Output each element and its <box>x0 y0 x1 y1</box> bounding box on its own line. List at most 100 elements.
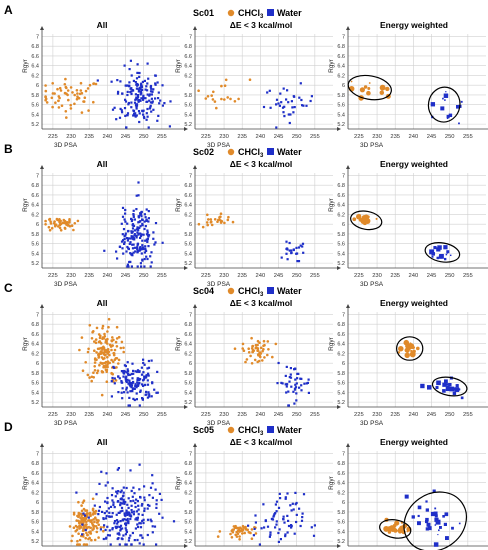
x-tick-label: 225 <box>201 134 211 140</box>
water-point <box>444 257 447 261</box>
water-point <box>138 90 141 93</box>
panel-all: All 7 6.8 6.6 6.4 6.2 6 5.8 5.6 5.4 5.2 225 230 235 24… <box>22 20 188 149</box>
water-point <box>138 71 141 75</box>
x-tick-label: 240 <box>256 134 266 140</box>
x-tick-label: 245 <box>274 412 284 418</box>
water-point <box>141 398 144 401</box>
water-point <box>144 216 147 219</box>
water-point <box>151 531 154 534</box>
chcl3-point <box>238 530 241 533</box>
x-tick-label: 245 <box>121 134 131 140</box>
chcl3-point <box>81 369 85 373</box>
x-axis-label: 3D PSA <box>207 281 231 288</box>
water-point <box>143 220 146 223</box>
water-point <box>123 218 126 221</box>
water-point <box>292 111 295 114</box>
chcl3-point <box>106 348 109 352</box>
chcl3-point <box>111 344 114 347</box>
row-letter: B <box>4 142 13 156</box>
water-point <box>443 245 448 250</box>
y-axis-label: Rgyr <box>328 197 335 212</box>
water-point <box>135 498 138 501</box>
water-point <box>118 525 121 529</box>
water-point <box>132 213 135 216</box>
water-point <box>458 522 461 525</box>
water-point <box>118 543 121 546</box>
x-axis-label: 3D PSA <box>54 142 78 149</box>
chcl3-point <box>263 356 266 359</box>
row-legend: Sc05 CHCl3 Water <box>193 425 302 437</box>
water-point <box>450 254 452 257</box>
x-axis-arrow <box>184 127 188 131</box>
water-point <box>132 114 135 117</box>
water-point <box>127 497 130 500</box>
chcl3-point <box>91 508 95 512</box>
water-point <box>135 510 139 513</box>
water-point <box>129 252 132 255</box>
water-point <box>129 500 132 503</box>
chcl3-point <box>250 362 254 365</box>
y-tick-label: 6.8 <box>184 183 192 189</box>
water-point <box>307 378 310 381</box>
water-point <box>149 101 152 104</box>
water-point <box>258 543 261 546</box>
chcl3-point <box>94 525 98 528</box>
water-point <box>95 493 98 496</box>
water-point <box>158 512 161 515</box>
water-point <box>108 515 111 518</box>
water-point <box>126 112 130 115</box>
water-point <box>137 181 140 184</box>
water-point <box>137 504 140 507</box>
water-point <box>275 103 278 106</box>
water-point <box>121 502 124 505</box>
chcl3-point <box>94 516 97 519</box>
water-point <box>105 510 108 513</box>
x-tick-label: 230 <box>372 412 382 418</box>
points <box>216 491 316 546</box>
chcl3-point <box>211 98 215 101</box>
water-point <box>285 247 288 250</box>
water-point <box>143 499 146 502</box>
chcl3-point <box>91 528 94 532</box>
water-point <box>105 514 108 518</box>
water-point <box>120 381 123 384</box>
y-tick-label: 6 <box>189 83 192 89</box>
y-tick-label: 6 <box>36 222 39 228</box>
water-point <box>123 237 126 241</box>
water-cluster-ellipse <box>424 242 461 263</box>
chcl3-point <box>241 532 244 535</box>
chcl3-point <box>223 84 227 87</box>
water-point <box>137 96 140 99</box>
water-point <box>301 245 304 248</box>
water-point <box>141 503 144 506</box>
water-point <box>129 237 132 240</box>
water-point <box>286 258 289 261</box>
row-name-label: Sc02 <box>193 147 214 157</box>
water-point <box>143 258 146 261</box>
panel-title: ΔE < 3 kcal/mol <box>230 159 293 169</box>
water-point <box>124 527 127 530</box>
water-point <box>300 519 304 522</box>
chcl3-point <box>219 212 223 215</box>
y-tick-label: 6.2 <box>337 73 345 79</box>
water-point <box>278 492 281 495</box>
chcl3-point <box>63 221 67 225</box>
water-point <box>118 377 121 380</box>
water-point <box>121 92 124 95</box>
water-point <box>139 262 142 265</box>
y-axis-arrow <box>40 165 44 169</box>
water-point <box>149 90 153 93</box>
water-point <box>147 245 150 248</box>
water-point <box>275 98 279 101</box>
water-point <box>140 366 143 369</box>
water-point <box>442 382 447 387</box>
water-point <box>297 246 301 249</box>
chcl3-point <box>63 91 67 95</box>
water-point <box>146 82 149 85</box>
y-axis-arrow <box>193 304 197 308</box>
chcl3-point <box>79 81 83 85</box>
water-point <box>154 241 157 244</box>
chcl3-point <box>77 515 80 519</box>
water-point <box>284 496 287 499</box>
chcl3-point <box>77 521 81 525</box>
